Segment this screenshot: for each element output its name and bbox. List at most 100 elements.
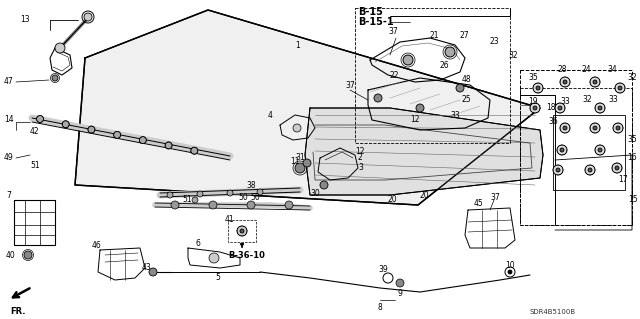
Circle shape <box>590 77 600 87</box>
Circle shape <box>55 43 65 53</box>
Text: 1: 1 <box>295 41 300 49</box>
Text: 37: 37 <box>490 194 500 203</box>
Text: 51: 51 <box>182 196 191 204</box>
Circle shape <box>563 80 567 84</box>
Circle shape <box>588 168 592 172</box>
Text: 17: 17 <box>618 175 628 184</box>
Circle shape <box>530 103 540 113</box>
Text: 25: 25 <box>462 95 472 105</box>
Circle shape <box>533 106 537 110</box>
Text: 42: 42 <box>30 128 40 137</box>
Circle shape <box>536 86 540 90</box>
Text: 2: 2 <box>358 153 363 162</box>
Circle shape <box>593 126 597 130</box>
Text: 6: 6 <box>196 240 201 249</box>
Text: 23: 23 <box>490 38 500 47</box>
Circle shape <box>140 137 147 144</box>
Text: 50: 50 <box>238 194 248 203</box>
Circle shape <box>615 83 625 93</box>
Circle shape <box>192 197 198 203</box>
Circle shape <box>595 103 605 113</box>
Circle shape <box>555 103 565 113</box>
Circle shape <box>24 251 32 259</box>
Text: 16: 16 <box>627 153 637 162</box>
Text: 41: 41 <box>225 216 235 225</box>
Circle shape <box>320 181 328 189</box>
Text: 21: 21 <box>430 31 440 40</box>
Circle shape <box>52 75 58 81</box>
Text: 18: 18 <box>546 103 556 113</box>
Circle shape <box>191 147 198 154</box>
Polygon shape <box>75 10 540 205</box>
Text: 37: 37 <box>388 27 397 36</box>
Text: 50: 50 <box>250 194 260 203</box>
Text: 32: 32 <box>508 50 518 60</box>
Text: 20: 20 <box>420 190 429 199</box>
Circle shape <box>585 165 595 175</box>
Text: 32: 32 <box>627 73 637 83</box>
Text: 31: 31 <box>295 152 305 161</box>
Text: 12: 12 <box>410 115 419 124</box>
Text: 36: 36 <box>548 117 557 127</box>
Circle shape <box>209 253 219 263</box>
Text: 34: 34 <box>607 65 617 75</box>
Circle shape <box>618 86 622 90</box>
Circle shape <box>84 13 92 21</box>
Circle shape <box>553 165 563 175</box>
Text: 35: 35 <box>627 136 637 145</box>
Circle shape <box>598 148 602 152</box>
Text: 35: 35 <box>528 73 538 83</box>
Text: 7: 7 <box>6 190 11 199</box>
Circle shape <box>149 268 157 276</box>
Text: 27: 27 <box>460 31 470 40</box>
Text: 5: 5 <box>215 273 220 283</box>
Circle shape <box>598 106 602 110</box>
Text: 13: 13 <box>20 16 29 25</box>
Circle shape <box>560 123 570 133</box>
Circle shape <box>612 163 622 173</box>
Text: 49: 49 <box>4 153 13 162</box>
Circle shape <box>533 83 543 93</box>
Circle shape <box>563 126 567 130</box>
Text: 28: 28 <box>558 65 568 75</box>
Circle shape <box>558 106 562 110</box>
Circle shape <box>303 159 311 167</box>
Circle shape <box>295 163 305 173</box>
Text: 3: 3 <box>358 164 363 173</box>
Text: 11: 11 <box>290 158 300 167</box>
Text: 45: 45 <box>474 199 484 209</box>
Text: B-15-1: B-15-1 <box>358 17 394 27</box>
Circle shape <box>396 279 404 287</box>
Circle shape <box>293 124 301 132</box>
Text: 48: 48 <box>462 76 472 85</box>
Circle shape <box>247 201 255 209</box>
Circle shape <box>240 229 244 233</box>
Text: 12: 12 <box>355 147 365 157</box>
Text: 43: 43 <box>142 263 152 271</box>
Text: 15: 15 <box>628 196 637 204</box>
Circle shape <box>615 166 619 170</box>
Bar <box>520 70 632 225</box>
Text: 9: 9 <box>398 288 403 298</box>
Circle shape <box>445 47 455 57</box>
Bar <box>553 115 625 190</box>
Text: B-36-10: B-36-10 <box>228 250 265 259</box>
Text: 39: 39 <box>378 265 388 275</box>
Text: 24: 24 <box>582 65 591 75</box>
Bar <box>355 8 510 143</box>
Text: 30: 30 <box>310 189 320 197</box>
Circle shape <box>197 191 203 197</box>
Text: 40: 40 <box>6 250 16 259</box>
Circle shape <box>209 201 217 209</box>
Circle shape <box>595 145 605 155</box>
Text: 33: 33 <box>560 98 570 107</box>
Circle shape <box>36 115 44 122</box>
Text: 10: 10 <box>505 261 515 270</box>
Bar <box>228 220 256 242</box>
Circle shape <box>167 192 173 198</box>
Polygon shape <box>305 108 543 195</box>
Circle shape <box>237 226 247 236</box>
Circle shape <box>613 123 623 133</box>
Circle shape <box>257 189 263 195</box>
Circle shape <box>165 142 172 149</box>
